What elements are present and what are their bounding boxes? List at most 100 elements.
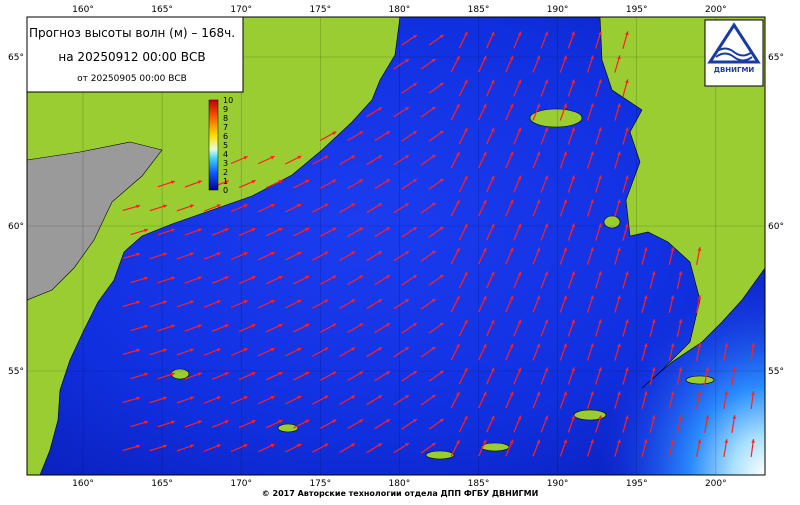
land-west — [26, 16, 401, 476]
arrow-head — [297, 203, 302, 208]
lon-label: 200° — [705, 5, 727, 15]
arrow-head — [544, 271, 549, 276]
arrow-head — [170, 420, 175, 425]
arrow-head — [643, 439, 648, 444]
arrow-head — [251, 372, 256, 376]
arrow-head — [670, 343, 675, 348]
arrow-head — [189, 252, 194, 256]
arrow-head — [305, 419, 310, 424]
arrow-head — [136, 252, 140, 257]
arrow-head — [332, 323, 337, 328]
lat-label: 60° — [8, 222, 24, 232]
arrow-head — [351, 347, 356, 351]
arrow-head — [378, 155, 383, 159]
arrow-head — [197, 228, 202, 232]
title-line: Прогноз высоты волн (м) – 168ч. — [29, 26, 235, 40]
arrow-head — [332, 275, 337, 280]
arrow-head — [297, 347, 302, 352]
arrow-head — [544, 175, 549, 180]
arrow-head — [170, 372, 175, 377]
land-east — [599, 16, 766, 389]
lat-label: 65° — [768, 53, 784, 63]
arrow-head — [598, 367, 602, 372]
arrow-head — [464, 367, 468, 372]
lon-label: 175° — [309, 5, 331, 15]
arrow-head — [404, 107, 409, 111]
arrow-head — [509, 103, 514, 108]
arrow-head — [678, 271, 683, 276]
arrow-head — [456, 247, 460, 252]
island — [277, 423, 299, 433]
arrow-head — [517, 367, 522, 372]
arrow-head — [732, 415, 737, 419]
arrow-head — [197, 276, 202, 280]
arrow-head — [197, 324, 202, 328]
arrow-head — [643, 247, 648, 252]
arrow-head — [197, 180, 202, 184]
arrow-head — [697, 247, 702, 251]
arrow-head — [571, 31, 575, 36]
arrow-head — [563, 295, 567, 300]
arrow-head — [378, 347, 383, 351]
arrow-head — [243, 252, 248, 256]
arrow-head — [571, 415, 575, 420]
arrow-head — [563, 391, 567, 396]
arrow-head — [563, 103, 567, 108]
arrow-head — [412, 35, 417, 39]
arrow-head — [351, 155, 356, 159]
arrow-head — [439, 370, 444, 375]
arrow-head — [617, 151, 621, 156]
arrow-head — [297, 299, 302, 304]
arrow-head — [697, 295, 702, 299]
lon-label: 200° — [705, 479, 727, 489]
arrow-head — [431, 250, 436, 255]
arrow-head — [278, 275, 283, 280]
arrow-head — [509, 199, 514, 204]
arrow-head — [351, 299, 356, 303]
arrow-head — [359, 419, 364, 423]
arrow-head — [359, 371, 364, 375]
arrow-head — [305, 371, 310, 376]
arrow-head — [324, 299, 329, 304]
arrow-head — [404, 443, 409, 447]
arrow-head — [270, 251, 275, 256]
arrow-head — [624, 127, 629, 132]
arrow-head — [332, 371, 337, 376]
arrow-head — [509, 295, 514, 300]
arrow-head — [385, 227, 390, 231]
arrow-head — [162, 300, 167, 305]
arrow-head — [598, 175, 602, 180]
arrow-head — [297, 443, 302, 448]
arrow-head — [598, 79, 602, 84]
logo-text: ДВНИГМИ — [714, 66, 755, 74]
scale-label: 0 — [223, 186, 228, 195]
arrow-head — [332, 419, 337, 424]
arrow-head — [439, 274, 444, 279]
arrow-head — [590, 103, 594, 108]
arrow-head — [617, 199, 621, 204]
kamchatka — [26, 141, 163, 301]
arrow-head — [378, 299, 383, 303]
scale-label: 10 — [223, 96, 233, 105]
arrow-head — [544, 79, 549, 84]
arrow-head — [136, 396, 140, 401]
arrow-head — [490, 367, 495, 372]
arrow-head — [270, 155, 275, 160]
arrow-head — [456, 295, 460, 300]
arrow-head — [456, 199, 460, 204]
lat-label: 55° — [8, 367, 24, 377]
footer: © 2017 Авторские технологии отдела ДПП Ф… — [262, 489, 539, 498]
arrow-head — [590, 391, 594, 396]
arrow-head — [439, 82, 444, 87]
arrow-head — [144, 324, 148, 329]
arrow-head — [270, 347, 275, 352]
arrow-head — [385, 371, 390, 375]
title-line: на 20250912 00:00 ВСВ — [58, 50, 205, 64]
arrow-head — [563, 439, 567, 444]
island — [573, 409, 607, 421]
arrow-head — [197, 420, 202, 424]
arrow-head — [332, 131, 337, 136]
arrow-head — [162, 444, 167, 449]
arrow-head — [490, 175, 495, 180]
arrow-head — [536, 391, 541, 396]
